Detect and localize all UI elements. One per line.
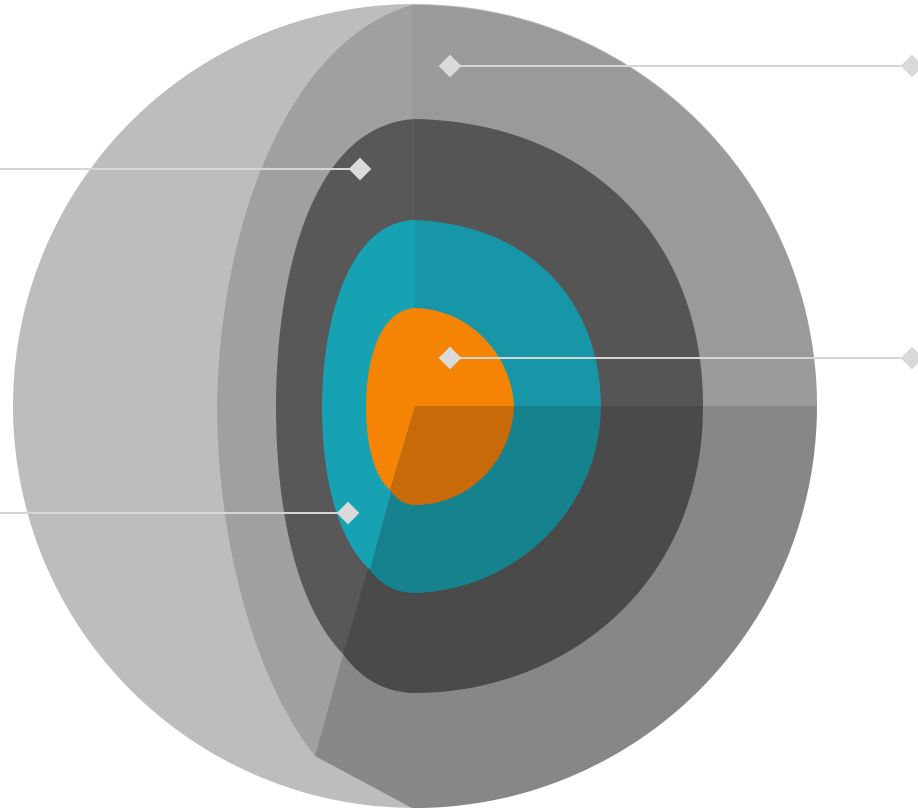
diamond-icon xyxy=(900,54,918,78)
diamond-icon xyxy=(438,346,462,370)
inner-core-cut-face xyxy=(366,308,415,490)
diamond-icon xyxy=(900,346,918,370)
diamond-icon xyxy=(336,501,360,525)
inner-core-face-bottom xyxy=(390,406,514,505)
